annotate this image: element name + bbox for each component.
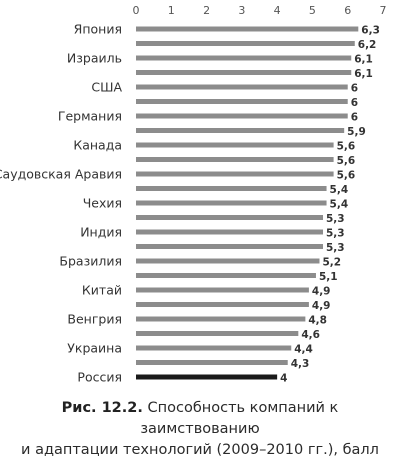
category-label: Канада	[73, 138, 122, 153]
category-label: Бразилия	[59, 254, 122, 269]
category-label: Саудовская Аравия	[0, 167, 122, 182]
bar	[136, 70, 352, 75]
bar	[136, 128, 345, 133]
bar	[136, 345, 292, 351]
value-label: 4,9	[312, 300, 331, 312]
x-tick-label: 4	[274, 4, 281, 17]
category-label: Россия	[77, 370, 122, 385]
value-labels: 6,3 6,2 6,1 6,1 6 6 6 5,9 5,6 5,6 5,6 5,4 5,4 5,3 5,3 5…	[280, 25, 380, 385]
bar	[136, 113, 348, 119]
x-tick-label: 2	[203, 4, 210, 17]
bar	[136, 157, 334, 162]
bar	[136, 331, 299, 336]
category-label: Чехия	[83, 196, 122, 211]
category-label: Китай	[82, 283, 122, 298]
value-label: 6,1	[354, 68, 373, 80]
bar	[136, 287, 309, 293]
category-label: Венгрия	[67, 312, 122, 327]
x-tick-label: 0	[133, 4, 140, 17]
value-label: 6	[351, 83, 358, 95]
value-label: 5,2	[322, 257, 341, 269]
value-label: 4,9	[312, 286, 331, 298]
value-label: 4,3	[291, 358, 310, 370]
value-label: 5,9	[347, 126, 366, 138]
bar	[136, 316, 306, 322]
bar	[136, 360, 288, 365]
value-label: 5,4	[330, 184, 349, 196]
x-tick-label: 6	[344, 4, 351, 17]
value-label: 5,6	[337, 141, 356, 153]
bar-chart: 0 1 2 3 4 5 6 7 Япония Израиль США Германия Канада С…	[0, 4, 387, 385]
bar	[136, 26, 359, 32]
category-label: Германия	[58, 109, 122, 124]
bar	[136, 273, 316, 278]
category-label: Япония	[74, 22, 122, 37]
value-label: 5,4	[330, 199, 349, 211]
bar	[136, 186, 327, 191]
bar	[136, 99, 348, 104]
caption-line-2: и адаптации технологий (2009–2010 гг.), …	[21, 442, 379, 458]
value-label: 6	[351, 112, 358, 124]
bar	[136, 84, 348, 90]
bar	[136, 200, 327, 206]
value-label: 5,3	[326, 213, 345, 225]
value-label: 4,4	[294, 344, 313, 356]
value-label: 4	[280, 373, 287, 385]
x-tick-label: 1	[168, 4, 175, 17]
category-label: Индия	[80, 225, 122, 240]
value-label: 5,6	[337, 170, 356, 182]
value-label: 6,3	[361, 25, 380, 37]
bar	[136, 41, 355, 46]
value-label: 4,8	[308, 315, 327, 327]
value-label: 6	[351, 97, 358, 109]
bar	[136, 229, 324, 235]
bar	[136, 258, 320, 264]
value-label: 5,6	[337, 155, 356, 167]
bar	[136, 244, 324, 249]
value-label: 4,6	[301, 329, 320, 341]
category-label: США	[91, 80, 122, 95]
bar	[136, 142, 334, 148]
caption-line-1: Рис. 12.2. Способность компаний к заимст…	[0, 398, 400, 440]
value-label: 6,2	[358, 39, 377, 51]
caption-label: Рис. 12.2.	[61, 400, 143, 416]
x-tick-label: 7	[380, 4, 387, 17]
value-label: 5,1	[319, 271, 338, 283]
x-axis-ticks: 0 1 2 3 4 5 6 7	[133, 4, 387, 17]
category-label: Украина	[67, 341, 122, 356]
bar	[136, 215, 324, 220]
value-label: 5,3	[326, 228, 345, 240]
bar-highlight	[136, 374, 278, 380]
x-tick-label: 3	[238, 4, 245, 17]
category-label: Израиль	[67, 51, 122, 66]
bar	[136, 55, 352, 61]
bar	[136, 171, 334, 177]
value-label: 5,3	[326, 242, 345, 254]
y-axis-labels: Япония Израиль США Германия Канада Саудовская…	[0, 22, 122, 385]
x-tick-label: 5	[309, 4, 316, 17]
caption-text-1: Способность компаний к заимствованию	[140, 400, 339, 437]
bar	[136, 302, 309, 307]
value-label: 6,1	[354, 54, 373, 66]
bars	[136, 26, 359, 380]
